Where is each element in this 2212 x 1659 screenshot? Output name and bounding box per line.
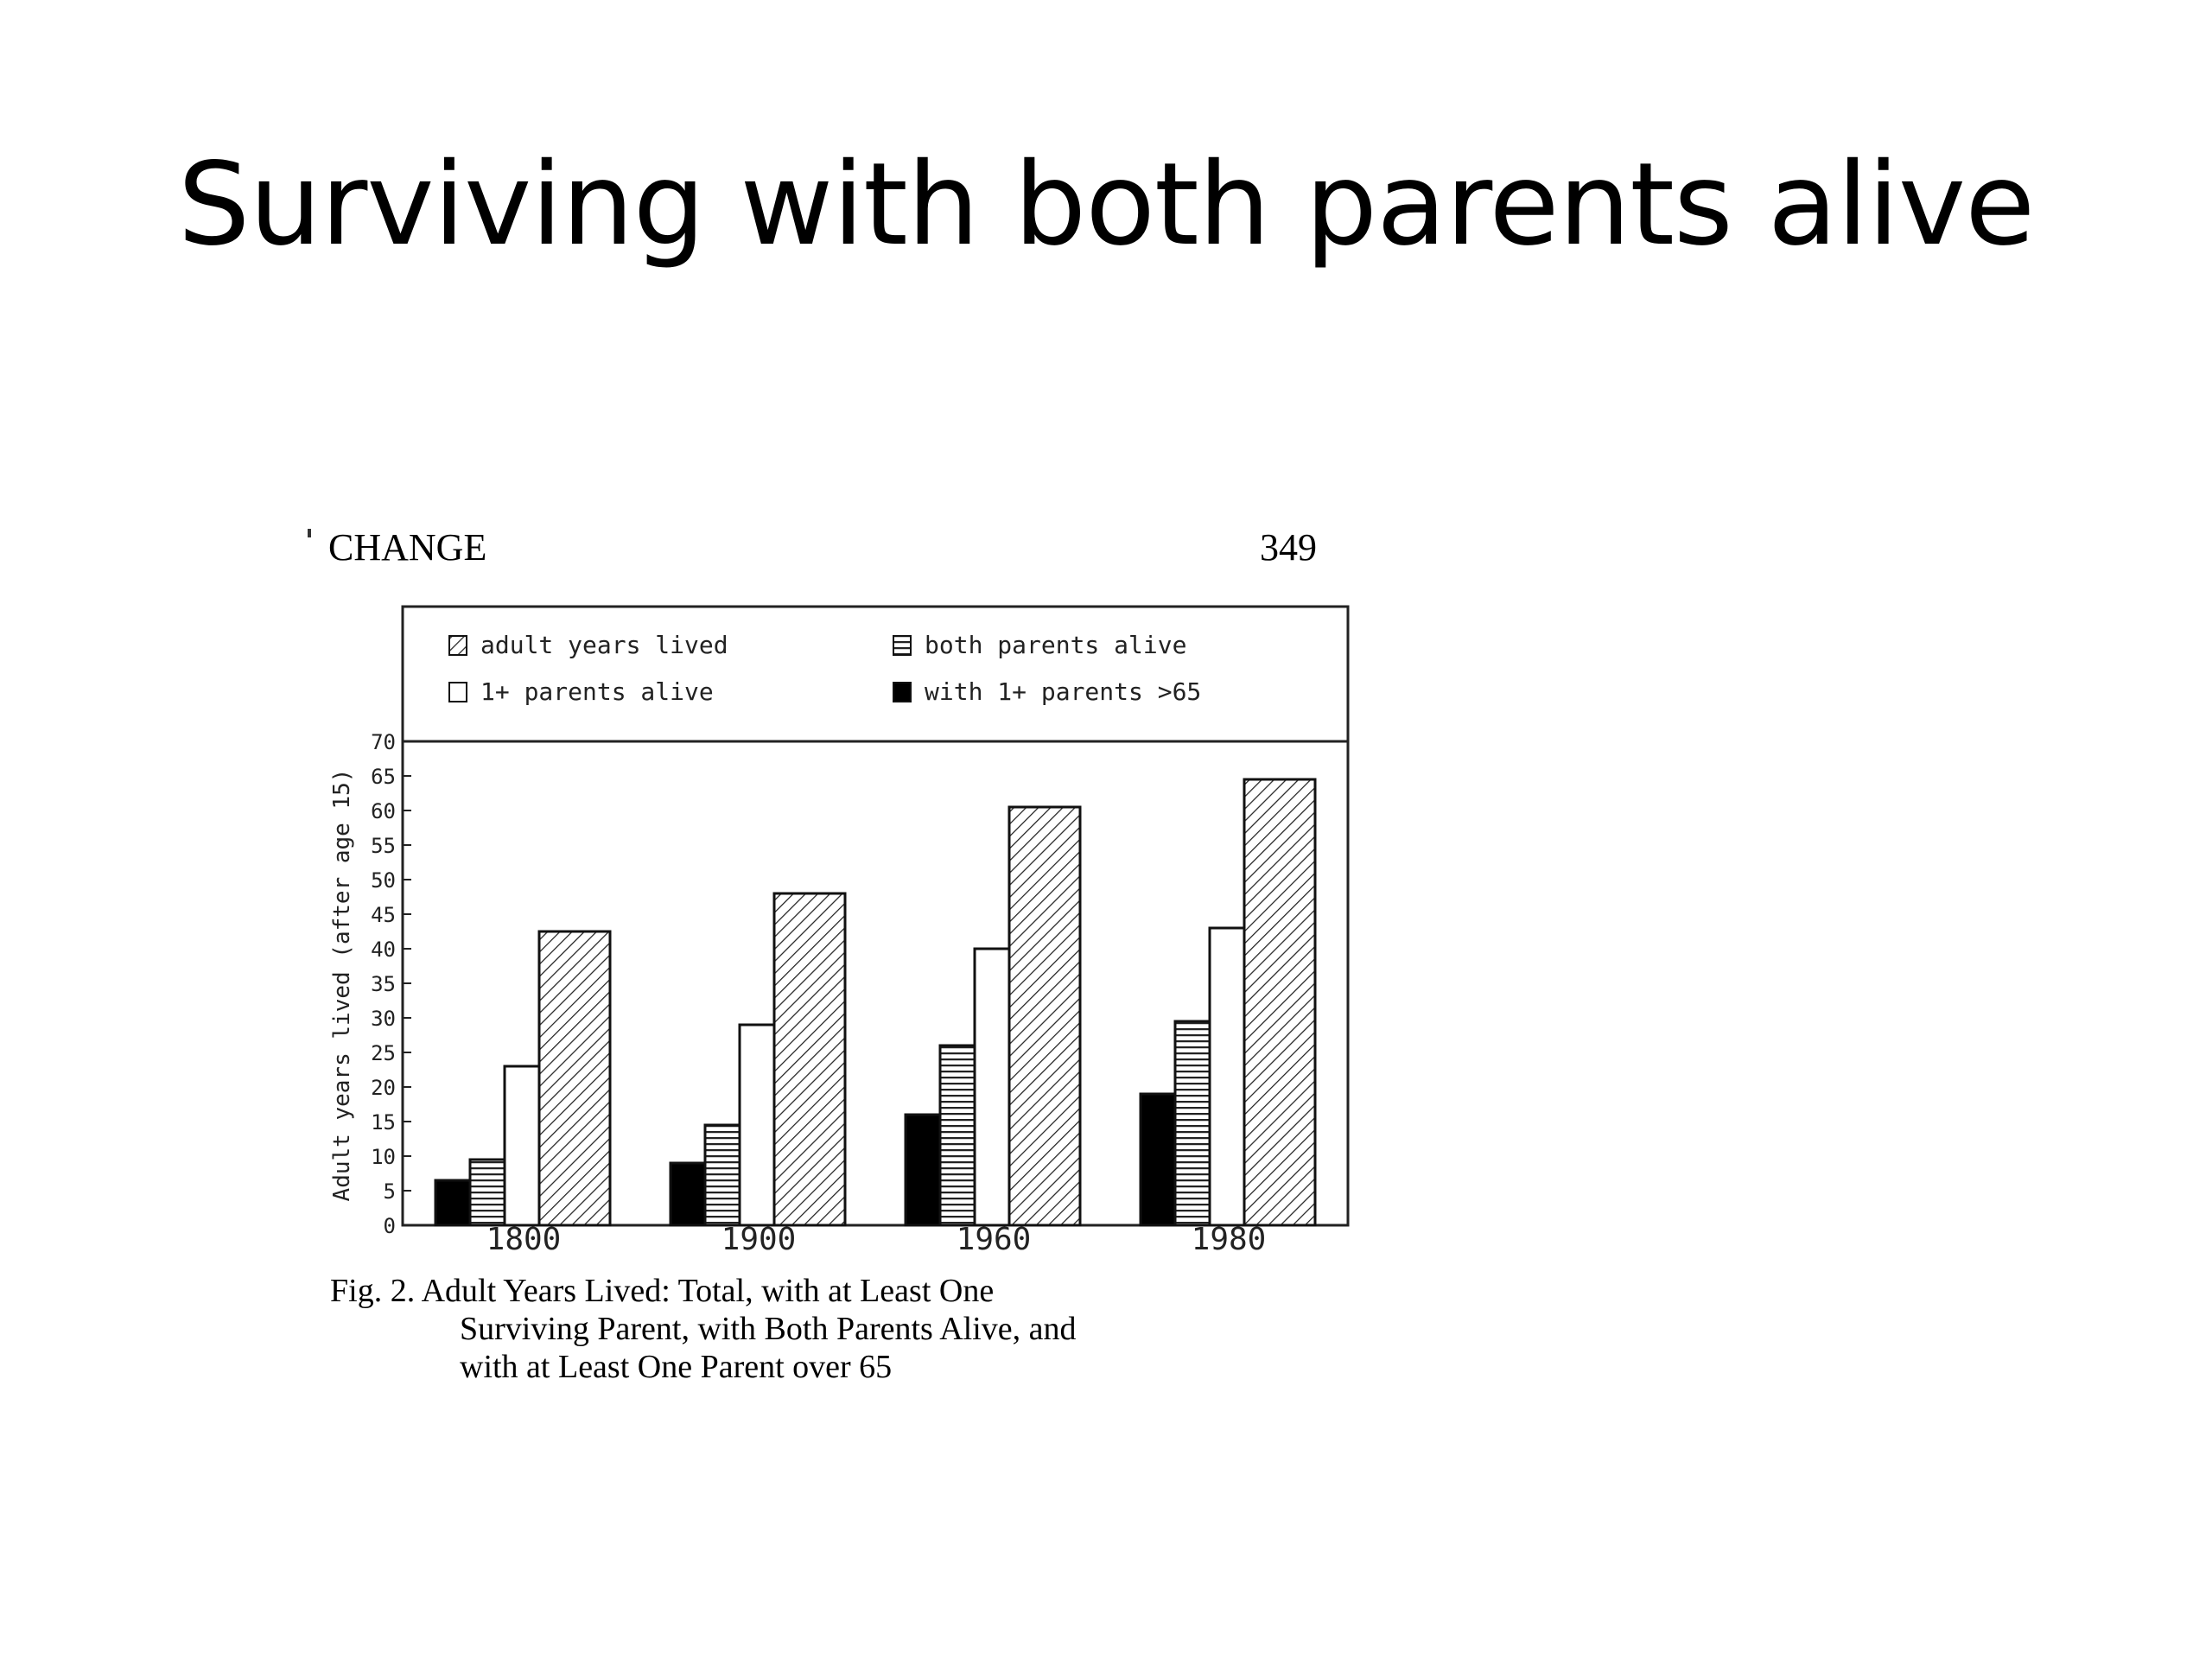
- y-tick-label: 35: [371, 972, 396, 996]
- bar-adult-1900: [772, 892, 847, 1227]
- y-tick-label: 5: [384, 1179, 396, 1204]
- bar-adult-1980: [1243, 778, 1317, 1227]
- y-tick-label: 0: [384, 1214, 396, 1238]
- legend-swatch: [448, 635, 467, 656]
- legend-label: adult years lived: [480, 631, 728, 659]
- x-tick-label: 1900: [721, 1222, 797, 1257]
- caption-line-3: with at Least One Parent over 65: [460, 1349, 893, 1385]
- legend: adult years lived both parents alive 1+ pa…: [448, 631, 1201, 706]
- slide-title: Surviving with both parents alive: [177, 138, 2036, 271]
- y-tick-label: 65: [371, 765, 396, 789]
- bar-adult-1960: [1007, 805, 1082, 1227]
- legend-swatch: [893, 682, 912, 702]
- bar-adult-1800: [537, 930, 612, 1227]
- x-tick-label: 1980: [1192, 1222, 1267, 1257]
- y-tick-label: 30: [371, 1007, 396, 1031]
- y-tick-label: 15: [371, 1110, 396, 1135]
- y-tick-label: 60: [371, 799, 396, 823]
- legend-swatch: [893, 635, 912, 656]
- legend-box: [401, 605, 1350, 743]
- y-tick-label: 45: [371, 903, 396, 927]
- bars: [434, 778, 1317, 1227]
- y-tick-label: 40: [371, 938, 396, 962]
- page-mark: [308, 529, 311, 537]
- y-axis: 0 5 10 15 20 25 30 35 40 45 50 55 60 65 70: [371, 730, 411, 1238]
- y-tick-label: 70: [371, 730, 396, 754]
- y-tick-label: 50: [371, 868, 396, 893]
- y-axis-label: Adult years lived (after age 15): [329, 769, 355, 1202]
- x-tick-label: 1960: [957, 1222, 1032, 1257]
- y-tick-label: 25: [371, 1041, 396, 1065]
- legend-label: 1+ parents alive: [480, 677, 714, 706]
- page-number: 349: [1260, 526, 1317, 569]
- caption-line-1: Fig. 2. Adult Years Lived: Total, with a…: [330, 1273, 995, 1309]
- y-tick-label: 20: [371, 1076, 396, 1100]
- x-tick-label: 1800: [486, 1222, 562, 1257]
- figure-caption: Fig. 2. Adult Years Lived: Total, with a…: [330, 1272, 1332, 1386]
- legend-label: both parents alive: [925, 631, 1186, 659]
- y-tick-label: 10: [371, 1145, 396, 1169]
- legend-label: with 1+ parents >65: [925, 677, 1201, 706]
- page-header-running-title: CHANGE: [328, 526, 487, 569]
- legend-swatch: [448, 682, 467, 702]
- caption-line-2: Surviving Parent, with Both Parents Aliv…: [460, 1311, 1077, 1347]
- y-tick-label: 55: [371, 834, 396, 858]
- x-axis: 1800 1900 1960 1980: [486, 1222, 1267, 1257]
